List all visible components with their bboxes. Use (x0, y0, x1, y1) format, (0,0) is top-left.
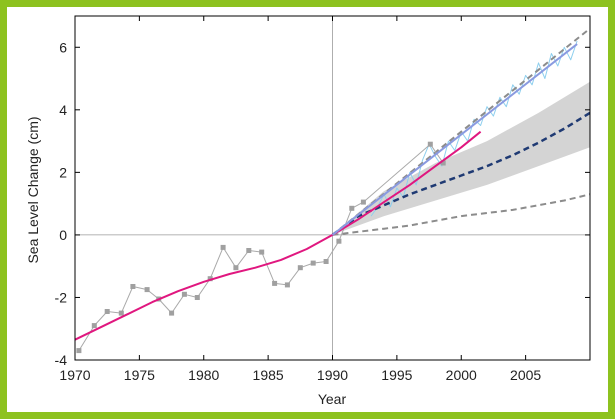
x-tick-label: 1980 (188, 367, 219, 383)
data-point-marker (233, 265, 239, 271)
y-axis-label: Sea Level Change (cm) (25, 116, 41, 263)
ticks-layer: 1970 1975 1980 1985 1990 1995 2000 2005 -4 -2 0 2 4 6 (55, 16, 590, 383)
y-tick-label: 2 (59, 164, 67, 180)
series-tide-gauge-smooth (74, 130, 482, 341)
series-layer (74, 27, 591, 354)
data-point-marker (118, 310, 124, 316)
projection-band-layer (332, 81, 590, 235)
y-tick-label: -2 (55, 289, 68, 305)
x-tick-label: 2005 (510, 367, 541, 383)
projection-uncertainty-band (332, 81, 590, 235)
data-point-marker (220, 244, 226, 250)
data-point-marker (207, 276, 213, 282)
data-point-marker (194, 295, 200, 300)
data-point-marker (246, 248, 252, 253)
x-axis-label: Year (318, 391, 347, 407)
x-tick-label: 1995 (381, 367, 412, 383)
data-point-marker (310, 260, 316, 266)
data-point-marker (427, 141, 433, 147)
data-point-marker (336, 238, 342, 244)
data-point-marker (169, 310, 175, 316)
data-point-marker (360, 199, 366, 205)
data-point-marker (272, 280, 278, 286)
data-point-marker (181, 291, 187, 297)
series-projection-lower (332, 193, 591, 236)
x-tick-label: 1990 (317, 367, 348, 383)
data-point-marker (130, 284, 136, 289)
y-tick-label: 4 (59, 102, 67, 118)
data-point-marker (440, 160, 446, 166)
x-tick-label: 1985 (253, 367, 284, 383)
y-tick-label: 6 (59, 39, 67, 55)
data-point-marker (323, 259, 329, 264)
x-tick-label: 1970 (59, 367, 90, 383)
y-tick-label: -4 (55, 352, 68, 368)
data-point-marker (144, 287, 150, 293)
series-satellite-trend (331, 43, 578, 236)
data-point-marker (284, 282, 290, 288)
x-tick-label: 2000 (446, 367, 477, 383)
data-point-marker (349, 205, 355, 211)
data-point-marker (91, 323, 97, 329)
data-point-marker (76, 348, 82, 354)
series-satellite (370, 40, 578, 217)
data-point-marker (104, 309, 110, 314)
data-point-marker (259, 249, 265, 255)
y-tick-label: 0 (59, 227, 67, 243)
x-tick-label: 1975 (124, 367, 155, 383)
data-point-marker (297, 265, 303, 271)
